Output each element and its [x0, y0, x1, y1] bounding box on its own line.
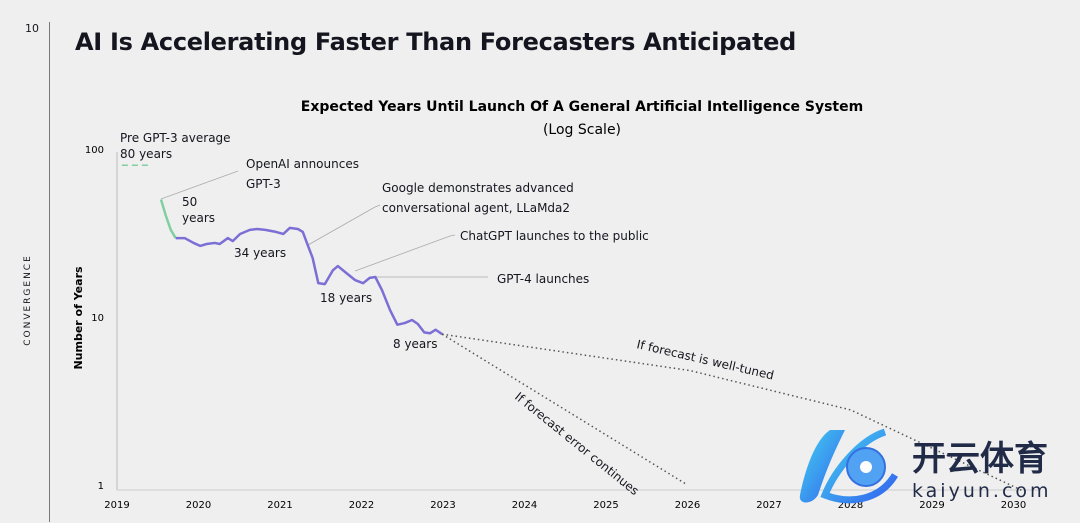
- leader-google: [307, 204, 381, 246]
- series-post-gpt3: [159, 199, 177, 239]
- x-tick-label: 2027: [756, 500, 781, 511]
- annotation-18-years: 18 years: [320, 291, 372, 305]
- x-tick-label: 2020: [186, 500, 211, 511]
- x-tick-label: 2019: [104, 500, 129, 511]
- x-tick-label: 2026: [675, 500, 700, 511]
- series-well-tuned: [442, 333, 1022, 491]
- page-number: 10: [25, 22, 39, 35]
- x-tick-label: 2025: [593, 500, 618, 511]
- annotation-pre-gpt3-value: 80 years: [120, 147, 172, 161]
- y-tick-label: 1: [98, 481, 104, 492]
- chart-subtitle: (Log Scale): [543, 122, 621, 138]
- annotation-openai-2: GPT-3: [246, 177, 281, 191]
- x-tick-label: 2024: [512, 500, 537, 511]
- annotation-50-years: years: [182, 211, 215, 225]
- series-error-continues: [441, 333, 688, 486]
- x-tick-label: 2028: [838, 500, 863, 511]
- annotation-well-tuned: If forecast is well-tuned: [635, 337, 775, 382]
- annotation-50: 50: [182, 195, 197, 209]
- leader-openai: [160, 170, 239, 200]
- watermark-logo: 开云体育 kaiyun.com: [799, 428, 1052, 504]
- x-tick-label: 2022: [349, 500, 374, 511]
- annotation-34-years: 34 years: [234, 246, 286, 260]
- x-tick-label: 2030: [1001, 500, 1026, 511]
- watermark-cn: 开云体育: [912, 439, 1048, 479]
- slide-title: AI Is Accelerating Faster Than Forecaste…: [75, 28, 796, 56]
- watermark-en: kaiyun.com: [912, 480, 1052, 502]
- y-axis-label: Number of Years: [72, 266, 85, 370]
- annotation-pre-gpt3: Pre GPT-3 average: [120, 131, 231, 145]
- annotation-gpt4: GPT-4 launches: [497, 272, 589, 286]
- annotation-openai-1: OpenAI announces: [246, 157, 359, 171]
- annotation-8-years: 8 years: [393, 337, 437, 351]
- leader-lines: [160, 170, 488, 278]
- leader-chatgpt: [354, 234, 456, 272]
- annotation-google-1: Google demonstrates advanced: [382, 181, 574, 195]
- x-tick-label: 2021: [267, 500, 292, 511]
- annotation-google-2: conversational agent, LLaMda2: [382, 201, 570, 215]
- x-tick-label: 2023: [430, 500, 455, 511]
- y-tick-label: 10: [91, 313, 104, 324]
- series-forecast: [175, 226, 443, 336]
- divider: [49, 22, 50, 522]
- chart-title: Expected Years Until Launch Of A General…: [301, 99, 863, 115]
- x-tick-label: 2029: [919, 500, 944, 511]
- annotation-chatgpt: ChatGPT launches to the public: [460, 229, 649, 243]
- y-tick-label: 100: [85, 145, 104, 156]
- annotation-error-continues: If forecast error continues: [512, 389, 641, 498]
